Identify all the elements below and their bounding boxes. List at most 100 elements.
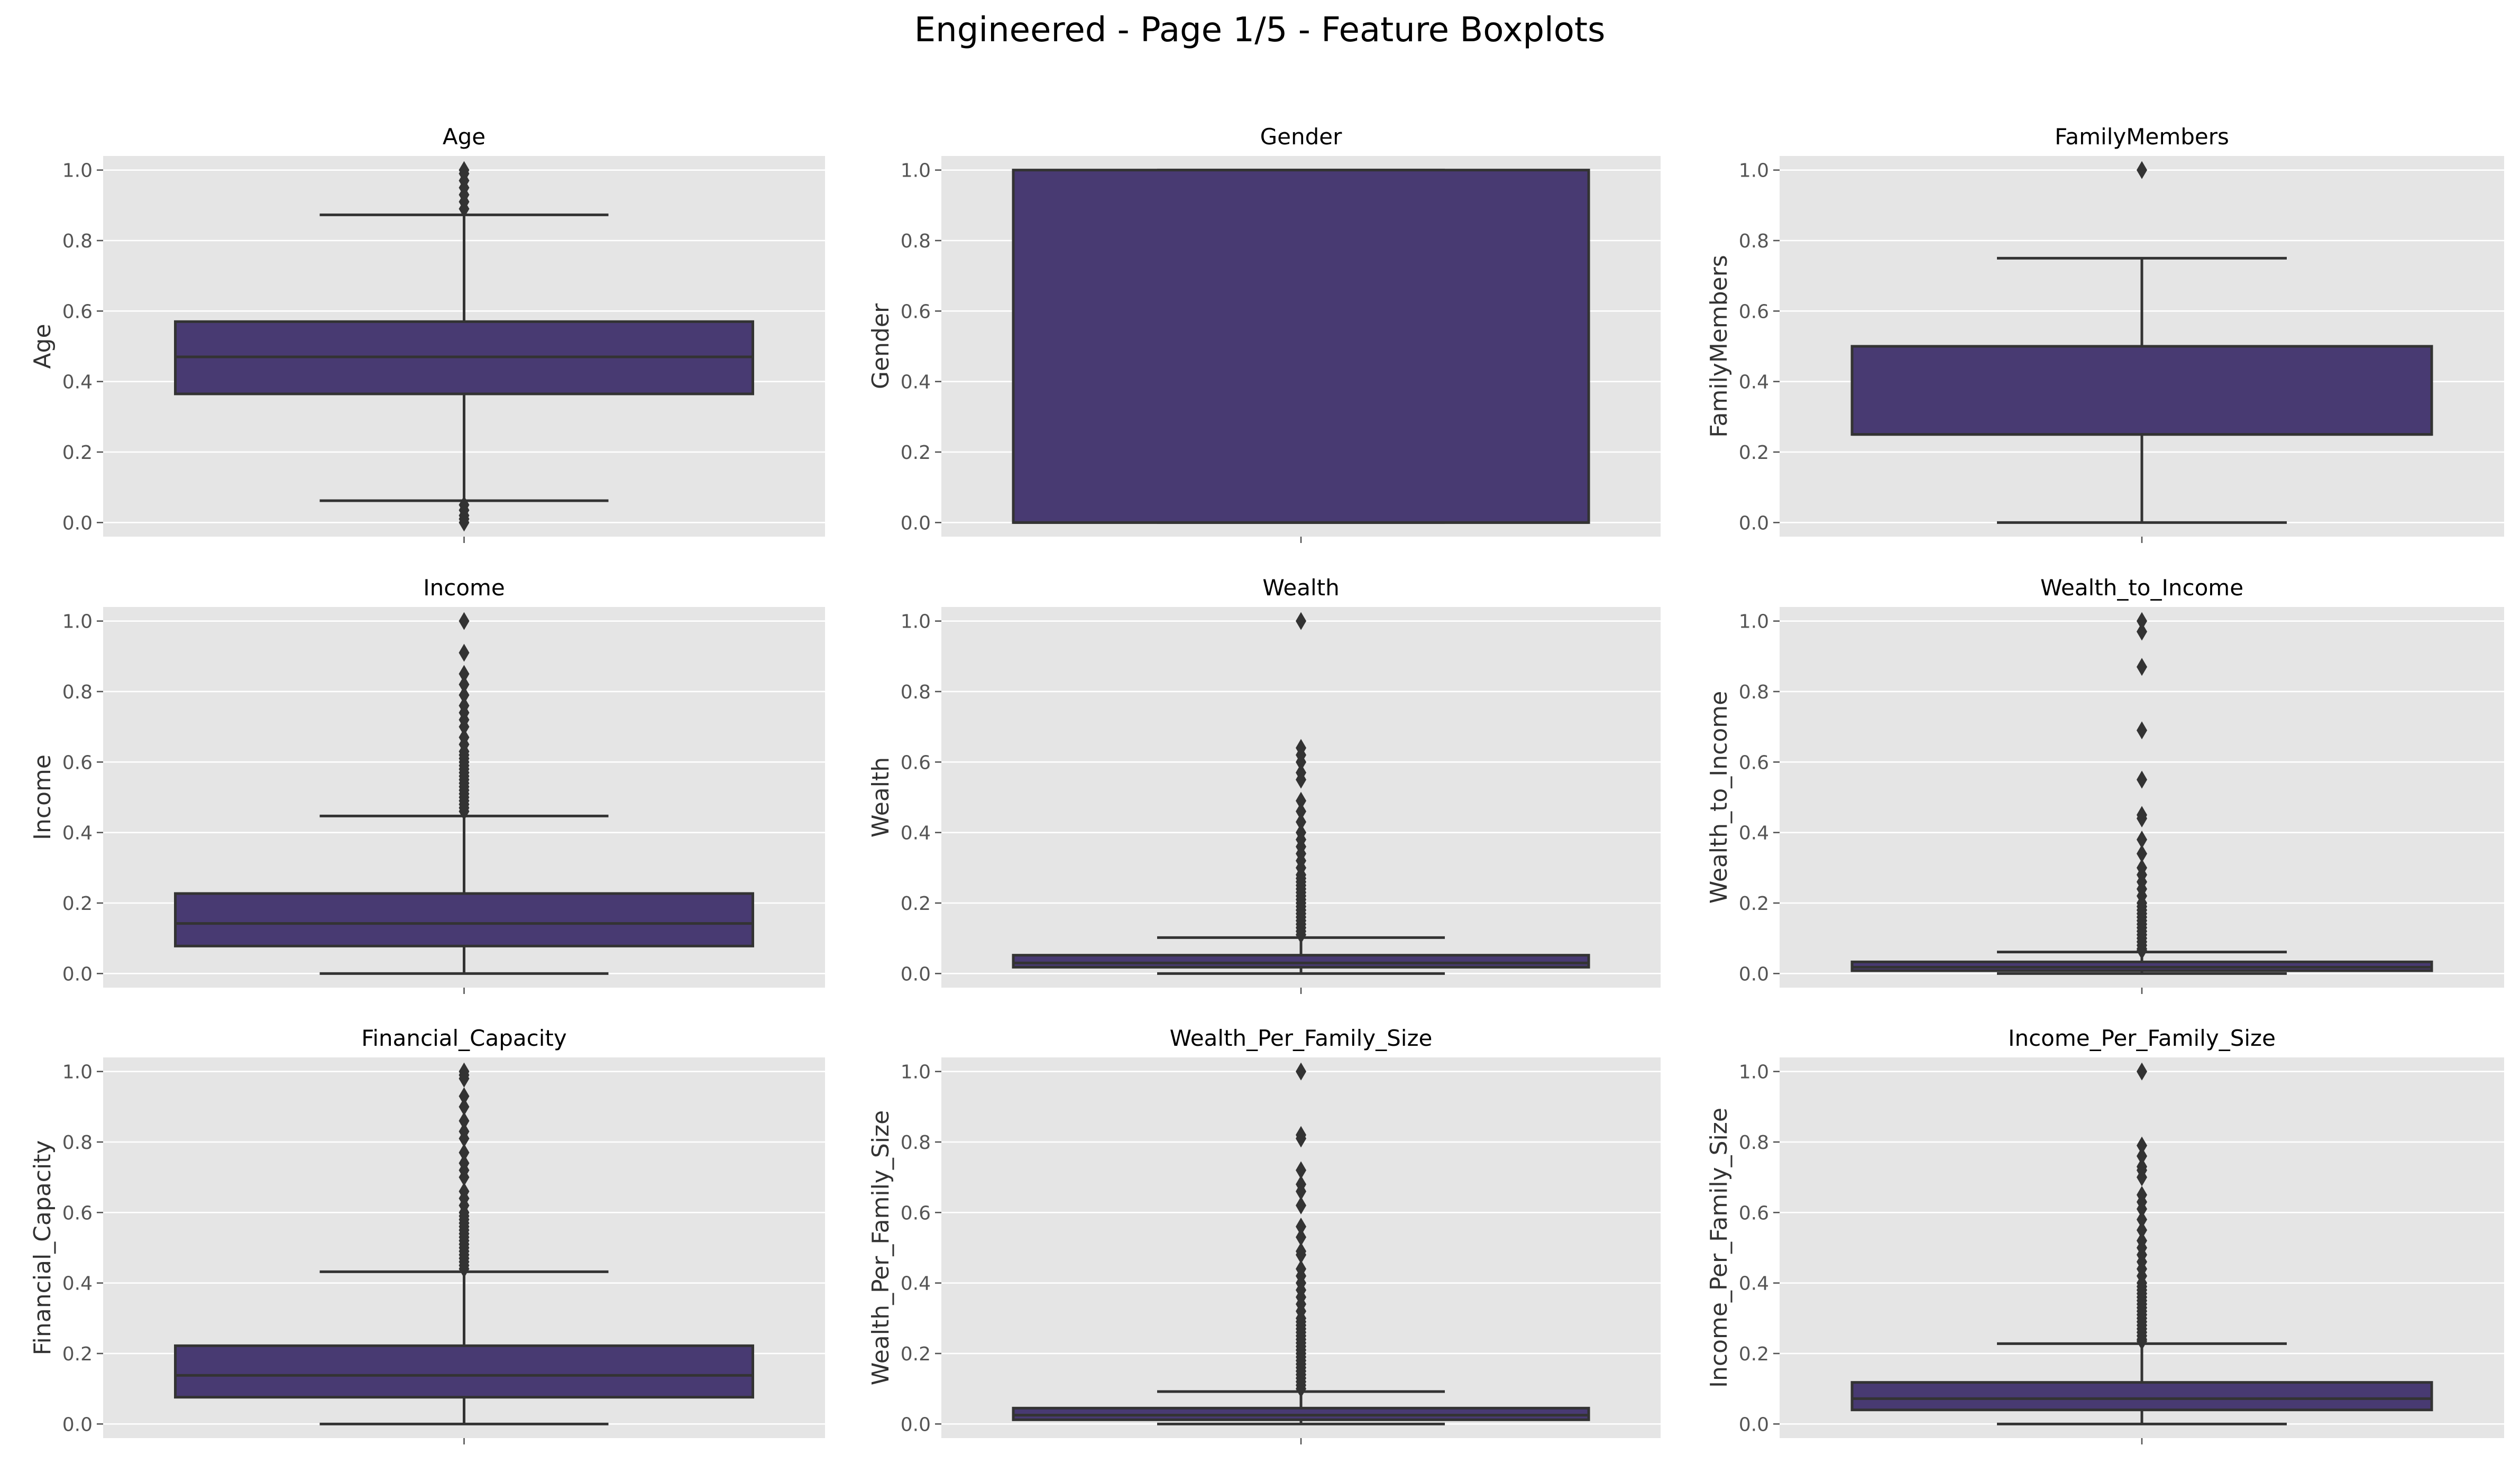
y-tick-label: 0.8 [901, 231, 931, 252]
y-tick-label: 0.8 [1739, 231, 1769, 252]
subplot-income: 0.0 0.2 0.4 0.6 0.8 1.0 Income Income [29, 575, 825, 994]
outlier-point [2137, 658, 2147, 676]
y-axis-label: Wealth [867, 757, 894, 837]
y-tick-label: 1.0 [1739, 1062, 1769, 1083]
subplot-wealth-to-income: 0.0 0.2 0.4 0.6 0.8 1.0 Wealth_to_Income Wealth… [1706, 575, 2504, 994]
subplot-gender: 0.0 0.2 0.4 0.6 0.8 1.0 Gender Gender [867, 124, 1661, 543]
boxplot-marks [174, 1062, 754, 1425]
subplot-familymembers: 0.0 0.2 0.4 0.6 0.8 1.0 FamilyMembers FamilyMem… [1706, 124, 2504, 543]
y-tick-label: 0.0 [1739, 512, 1769, 534]
y-tick-label: 0.4 [1739, 823, 1769, 844]
y-tick-label: 0.2 [62, 1343, 93, 1365]
outlier-point [2137, 831, 2147, 849]
outlier-point [2137, 721, 2147, 740]
y-tick-label: 0.6 [62, 752, 93, 774]
y-tick-label: 0.0 [901, 1414, 931, 1435]
boxplot-marks [1850, 612, 2433, 975]
outlier-point [1296, 1260, 1306, 1278]
figure-title: Engineered - Page 1/5 - Feature Boxplots [914, 11, 1606, 50]
y-tick-label: 0.8 [1739, 1132, 1769, 1154]
iqr-box [1012, 169, 1590, 524]
boxplot-marks [1012, 1062, 1590, 1425]
outlier-point [459, 496, 470, 514]
subplot-wealth: 0.0 0.2 0.4 0.6 0.8 1.0 Wealth Wealth [867, 575, 1661, 994]
outlier-point [2137, 1136, 2147, 1155]
y-axis-label: Age [29, 324, 56, 369]
outlier-point [459, 696, 470, 715]
y-tick-label: 0.0 [62, 963, 93, 985]
outlier-point [459, 643, 470, 662]
y-tick-label: 0.2 [1739, 893, 1769, 915]
boxplot-marks [1012, 169, 1590, 524]
y-tick-label: 1.0 [62, 160, 93, 182]
y-tick-label: 0.8 [62, 1132, 93, 1154]
outlier-point [1296, 823, 1306, 842]
outlier-point [2137, 1186, 2147, 1204]
y-tick-label: 0.2 [901, 893, 931, 915]
outlier-point [2137, 844, 2147, 863]
y-tick-label: 0.0 [901, 512, 931, 534]
y-axis-label: Financial_Capacity [29, 1140, 56, 1356]
outlier-point [1296, 1228, 1306, 1246]
y-tick-label: 0.0 [62, 512, 93, 534]
outlier-point [2137, 1221, 2147, 1239]
y-tick-label: 0.2 [901, 442, 931, 464]
outlier-point [459, 1087, 470, 1106]
outlier-point [459, 686, 470, 704]
outlier-point [1296, 1161, 1306, 1180]
y-tick-label: 1.0 [901, 611, 931, 633]
subplot-title: FamilyMembers [2055, 124, 2229, 150]
y-tick-label: 0.4 [901, 1273, 931, 1295]
y-tick-label: 0.0 [901, 963, 931, 985]
outlier-point [459, 1098, 470, 1116]
outlier-point [1296, 791, 1306, 810]
y-tick-label: 0.0 [62, 1414, 93, 1435]
y-tick-label: 0.4 [62, 823, 93, 844]
y-tick-label: 0.6 [1739, 301, 1769, 323]
y-tick-label: 0.4 [1739, 372, 1769, 393]
y-tick-label: 0.2 [62, 893, 93, 915]
outlier-point [459, 161, 470, 179]
subplot-title: Gender [1260, 124, 1343, 150]
subplot-grid: 0.0 0.2 0.4 0.6 0.8 1.0 Age Age 0.0 0.2 0.4 0.6 0.8 1… [29, 124, 2504, 1444]
y-tick-label: 0.6 [1739, 1202, 1769, 1224]
y-tick-label: 0.6 [901, 1202, 931, 1224]
outlier-point [2137, 612, 2147, 630]
outlier-point [2137, 622, 2147, 641]
outlier-point [1296, 1242, 1306, 1260]
y-tick-label: 0.2 [62, 442, 93, 464]
iqr-box [174, 1344, 754, 1399]
outlier-point [2137, 770, 2147, 789]
subplot-title: Wealth_to_Income [2040, 575, 2243, 601]
subplot-title: Wealth_Per_Family_Size [1170, 1025, 1433, 1051]
outlier-point [2137, 1157, 2147, 1176]
outlier-point [1296, 612, 1306, 630]
y-tick-label: 0.0 [1739, 1414, 1769, 1435]
outlier-point [1296, 1196, 1306, 1214]
y-tick-label: 0.2 [901, 1343, 931, 1365]
y-tick-label: 1.0 [62, 611, 93, 633]
outlier-point [2137, 1231, 2147, 1250]
outlier-point [2137, 1210, 2147, 1229]
y-tick-label: 0.4 [62, 372, 93, 393]
outlier-point [1296, 813, 1306, 831]
y-tick-label: 1.0 [1739, 611, 1769, 633]
y-tick-label: 0.8 [62, 682, 93, 703]
outlier-point [1296, 1126, 1306, 1144]
boxplot-marks [1850, 161, 2433, 524]
y-tick-label: 0.8 [1739, 682, 1769, 703]
outlier-point [459, 1144, 470, 1162]
y-tick-label: 0.6 [62, 301, 93, 323]
outlier-point [2137, 1147, 2147, 1165]
subplot-financial-capacity: 0.0 0.2 0.4 0.6 0.8 1.0 Financial_Capacity Fina… [29, 1025, 825, 1444]
y-tick-label: 0.6 [62, 1202, 93, 1224]
outlier-point [459, 1112, 470, 1130]
y-tick-label: 0.0 [1739, 963, 1769, 985]
outlier-point [1296, 1218, 1306, 1236]
y-tick-label: 0.4 [901, 823, 931, 844]
subplot-title: Financial_Capacity [361, 1025, 566, 1051]
outlier-point [2137, 161, 2147, 179]
subplot-title: Wealth [1262, 575, 1339, 601]
subplot-income-per-family-size: 0.0 0.2 0.4 0.6 0.8 1.0 Income_Per_Family_Size… [1706, 1025, 2504, 1444]
